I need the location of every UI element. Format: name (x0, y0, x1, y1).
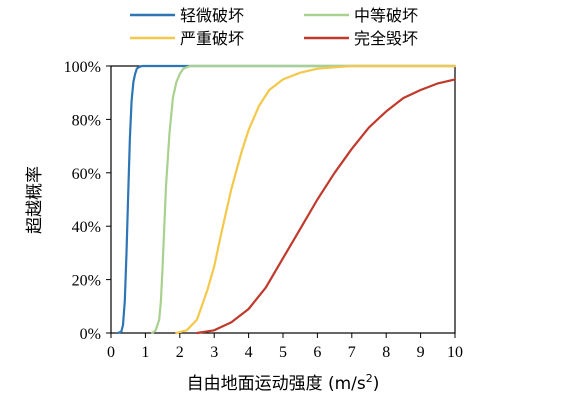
x-tick-label: 5 (279, 344, 287, 361)
axis-layer: 0 1 2 3 4 5 6 7 8 9 100%20%40%60%80%100% (64, 59, 463, 361)
series-line-4 (195, 78, 457, 335)
legend-label-3: 严重破坏 (180, 29, 244, 48)
x-tick-label: 1 (141, 344, 149, 361)
x-axis-label: 自由地面运动强度 (m/s2) (187, 372, 380, 394)
y-tick-label: 60% (72, 166, 101, 183)
y-tick-label: 40% (72, 219, 101, 236)
y-tick-label: 0% (80, 326, 101, 343)
y-axis-label: 超越概率 (25, 166, 45, 234)
x-axis-label-superscript: 2 (366, 372, 373, 385)
x-tick-label: 4 (245, 344, 253, 361)
legend-label-1: 轻微破坏 (180, 6, 244, 25)
x-tick-label: 2 (176, 344, 184, 361)
x-tick-label: 9 (417, 344, 425, 361)
plot-area (110, 65, 456, 334)
series-line-3 (175, 64, 457, 335)
x-tick-label: 3 (210, 344, 218, 361)
x-tick-label: 6 (313, 344, 321, 361)
x-tick-label: 7 (348, 344, 356, 361)
series-layer (116, 64, 457, 335)
x-tick-label: 8 (382, 344, 390, 361)
y-tick-label: 20% (72, 273, 101, 290)
series-line-1 (116, 64, 457, 335)
y-tick-label: 80% (72, 112, 101, 129)
x-tick-label: 0 (107, 344, 115, 361)
x-axis-label-main: 自由地面运动强度 (m/s (187, 374, 366, 394)
x-axis-label-close: ) (373, 374, 380, 394)
series-line-2 (151, 64, 457, 335)
x-tick-label: 10 (447, 344, 463, 361)
legend-label-2: 中等破坏 (354, 6, 418, 25)
legend-label-4: 完全毁坏 (354, 29, 418, 48)
y-tick-label: 100% (64, 59, 101, 76)
